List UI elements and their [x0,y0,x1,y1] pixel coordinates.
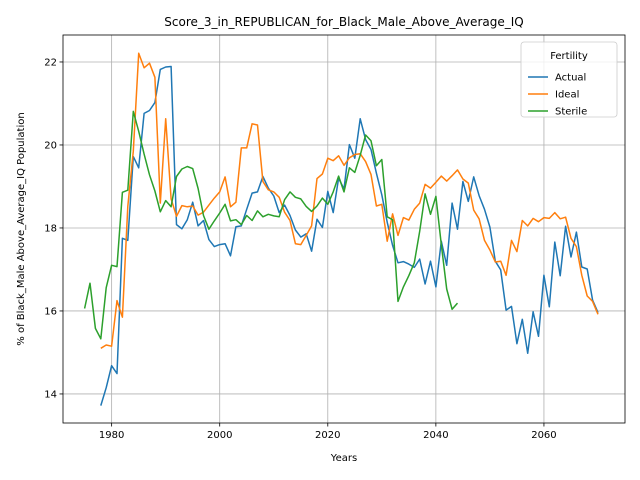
y-tick-label: 20 [44,140,57,151]
plot-frame [62,34,626,424]
legend-title: Fertility [550,51,588,62]
x-tick-label: 2060 [531,430,556,441]
series-line-sterile [83,110,459,340]
legend-label-ideal: Ideal [555,90,579,101]
series-line-ideal [100,52,599,349]
y-tick-label: 18 [44,223,57,234]
x-tick-label: 2020 [315,430,340,441]
legend-label-actual: Actual [555,73,586,84]
x-tick-label: 1980 [99,430,124,441]
y-axis: 14 16 18 20 22 [44,57,63,400]
y-axis-label: % of Black_Male Above_Average_IQ Populat… [16,112,27,345]
chart-title: Score_3_in_REPUBLICAN_for_Black_Male_Abo… [164,15,523,29]
series-lines [83,52,599,406]
x-tick-label: 2040 [423,430,448,441]
y-tick-label: 22 [44,57,57,68]
legend: Fertility Actual Ideal Sterile [520,41,618,118]
x-axis-label: Years [330,453,357,464]
y-tick-label: 14 [44,389,57,400]
legend-box [520,41,618,118]
y-tick-label: 16 [44,306,57,317]
legend-label-sterile: Sterile [555,107,587,118]
x-tick-label: 2000 [207,430,232,441]
series-line-actual [100,65,599,406]
x-axis: 1980 2000 2020 2040 2060 [99,423,557,441]
